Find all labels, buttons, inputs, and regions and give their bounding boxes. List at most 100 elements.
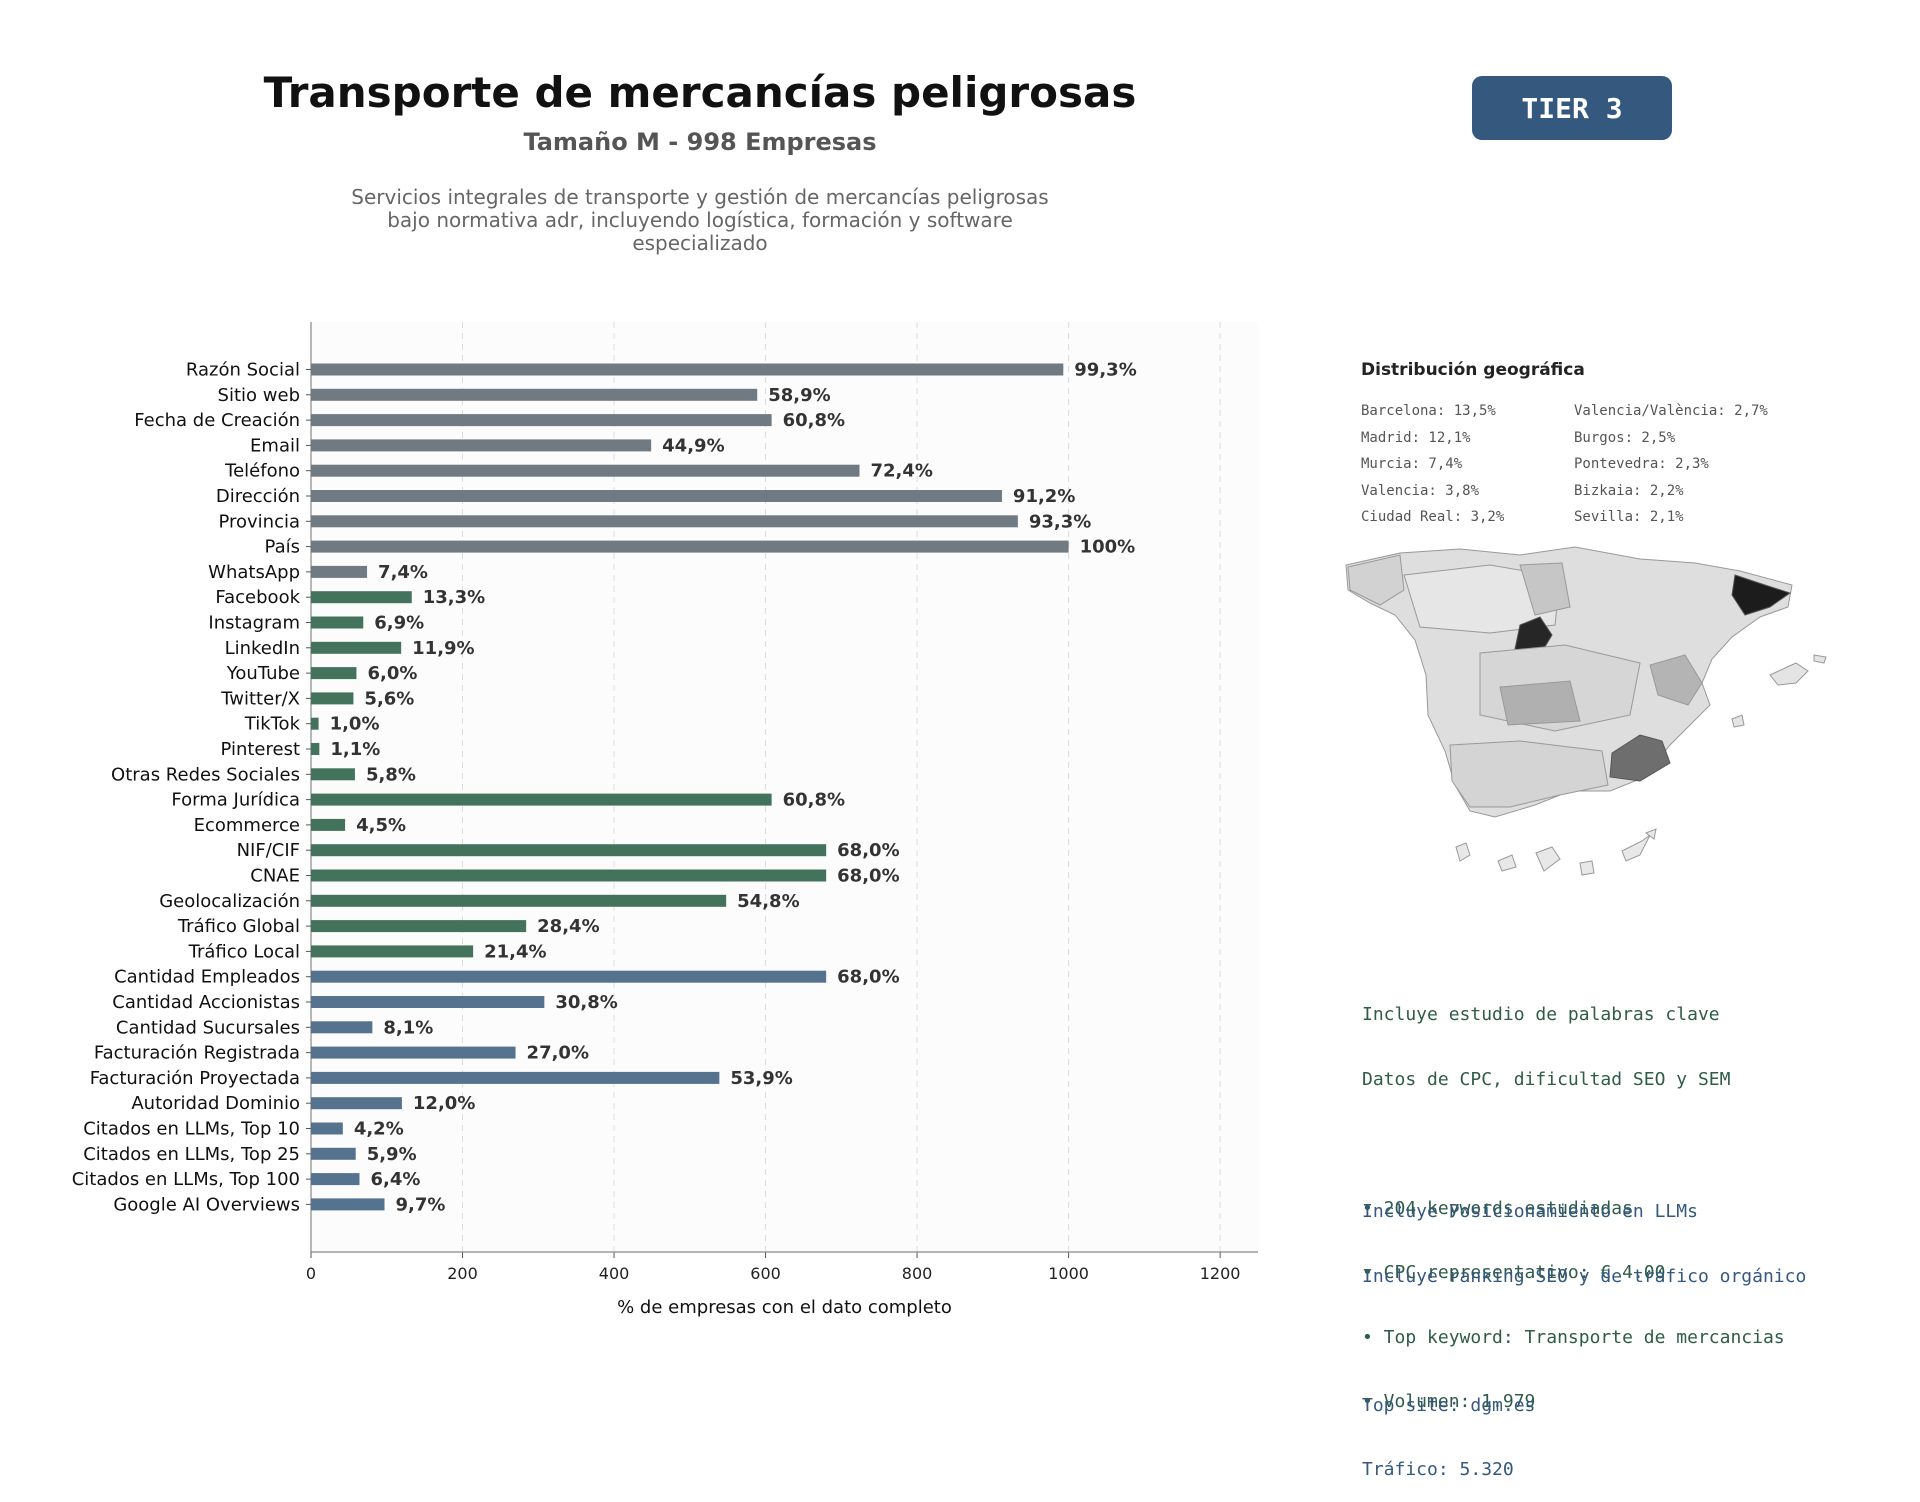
galicia-region — [1347, 554, 1405, 606]
geo-distribution-title: Distribución geográfica — [1361, 360, 1585, 380]
bar — [311, 1147, 356, 1160]
category-label: Tráfico Global — [177, 916, 300, 937]
data-label: 4,5% — [356, 815, 406, 836]
bar — [311, 1071, 720, 1084]
x-tick-label: 400 — [599, 1264, 630, 1283]
geo-item: Valencia/València: 2,7% — [1574, 403, 1768, 419]
x-tick-label: 1200 — [1200, 1264, 1241, 1283]
data-label: 54,8% — [737, 891, 799, 912]
category-label: País — [265, 537, 300, 558]
geo-item: Bizkaia: 2,2% — [1574, 482, 1684, 499]
valencia-province — [1649, 654, 1703, 706]
bar — [311, 818, 346, 831]
x-tick-label: 0 — [306, 1264, 316, 1283]
llm-line: Top site: dgm.es — [1362, 1394, 1536, 1416]
menorca-island — [1813, 654, 1827, 664]
canary-island — [1579, 860, 1595, 876]
category-label: WhatsApp — [208, 562, 300, 583]
bar — [311, 616, 364, 629]
tier-badge: TIER 3 — [1472, 76, 1672, 140]
category-label: Citados en LLMs, Top 100 — [72, 1169, 300, 1190]
llm-line: Incluye Posicionamiento en LLMs — [1362, 1201, 1698, 1222]
data-label: 44,9% — [662, 435, 724, 456]
category-label: Ecommerce — [194, 815, 300, 836]
geo-item: Ciudad Real: 3,2% — [1361, 509, 1505, 525]
completeness-bar-chart: 0 200 400 600 800 1000 1200 Razón Social 99,3% Si… — [72, 322, 1258, 1318]
bar — [311, 768, 355, 781]
keywords-line: • Top keyword: Transporte de mercancias — [1362, 1326, 1785, 1348]
ciudad-real-province — [1499, 680, 1581, 726]
keywords-line: Incluye estudio de palabras clave — [1362, 1004, 1720, 1025]
category-label: Facebook — [215, 587, 300, 608]
data-label: 6,9% — [374, 613, 424, 634]
bar — [311, 869, 827, 882]
data-label: 27,0% — [527, 1043, 589, 1064]
bar — [311, 894, 727, 907]
bar — [311, 414, 772, 427]
keywords-info: Incluye estudio de palabras clave Datos … — [1362, 961, 1785, 1434]
geo-list-left: Barcelona: 13,5% Madrid: 12,1% Murcia: 7… — [1361, 398, 1504, 531]
data-label: 5,6% — [364, 688, 414, 709]
bar — [311, 641, 402, 654]
bar — [311, 1046, 516, 1059]
data-label: 53,9% — [730, 1068, 792, 1089]
x-tick-label: 600 — [750, 1264, 781, 1283]
category-label: Provincia — [218, 511, 300, 532]
data-label: 72,4% — [871, 461, 933, 482]
data-label: 60,8% — [783, 790, 845, 811]
data-label: 30,8% — [555, 992, 617, 1013]
bar — [311, 515, 1018, 528]
andalucia-region — [1449, 740, 1609, 808]
category-label: Pinterest — [220, 739, 300, 760]
category-label: Fecha de Creación — [134, 410, 300, 431]
data-label: 9,7% — [395, 1194, 445, 1215]
bar — [311, 692, 354, 705]
description-line: Servicios integrales de transporte y ges… — [351, 185, 1049, 209]
category-label: Sitio web — [218, 385, 300, 406]
description-line: bajo normativa adr, incluyendo logística… — [387, 208, 1013, 232]
ibiza-island — [1731, 714, 1745, 728]
bar — [311, 565, 368, 578]
category-label: NIF/CIF — [237, 840, 300, 861]
mallorca-island — [1769, 662, 1809, 686]
category-label: TikTok — [244, 714, 301, 735]
bar — [311, 844, 827, 857]
sector-description: Servicios integrales de transporte y ges… — [320, 186, 1080, 255]
bar — [311, 540, 1069, 553]
castilla-leon-region — [1403, 564, 1561, 634]
data-label: 12,0% — [413, 1093, 475, 1114]
keywords-line: • Volumen: 1.979 — [1362, 1391, 1536, 1412]
data-label: 7,4% — [378, 562, 428, 583]
bar — [311, 363, 1064, 376]
category-label: Citados en LLMs, Top 10 — [83, 1119, 300, 1140]
geo-item: Murcia: 7,4% — [1361, 456, 1463, 472]
keywords-line: • CPC representativo: € 4.00 — [1362, 1262, 1666, 1283]
madrid-province — [1514, 616, 1553, 656]
data-label: 68,0% — [837, 967, 899, 988]
data-label: 11,9% — [412, 638, 474, 659]
bar — [311, 1173, 360, 1186]
category-label: Instagram — [208, 613, 300, 634]
data-label: 8,1% — [383, 1017, 433, 1038]
data-label: 60,8% — [783, 410, 845, 431]
data-label: 5,8% — [366, 764, 416, 785]
x-tick-label: 200 — [447, 1264, 478, 1283]
llm-line: Incluye ranking SEO y de tráfico orgánic… — [1362, 1265, 1807, 1287]
x-tick-label: 1000 — [1048, 1264, 1089, 1283]
data-label: 68,0% — [837, 866, 899, 887]
geo-item: Sevilla: 2,1% — [1574, 509, 1684, 525]
llm-line: Tráfico: 5.320 — [1362, 1459, 1514, 1480]
page-subtitle: Tamaño M - 998 Empresas — [523, 128, 877, 156]
category-label: Autoridad Dominio — [131, 1093, 300, 1114]
category-label: YouTube — [226, 663, 300, 684]
bar — [311, 464, 860, 477]
category-label: Razón Social — [186, 360, 300, 381]
geo-item: Valencia: 3,8% — [1361, 482, 1480, 499]
bar — [311, 439, 652, 452]
category-label: Otras Redes Sociales — [111, 764, 300, 785]
category-label: Cantidad Empleados — [114, 967, 300, 988]
canary-island — [1535, 846, 1561, 872]
bar — [311, 1122, 343, 1135]
data-label: 99,3% — [1074, 360, 1136, 381]
category-label: Tráfico Local — [188, 941, 300, 962]
